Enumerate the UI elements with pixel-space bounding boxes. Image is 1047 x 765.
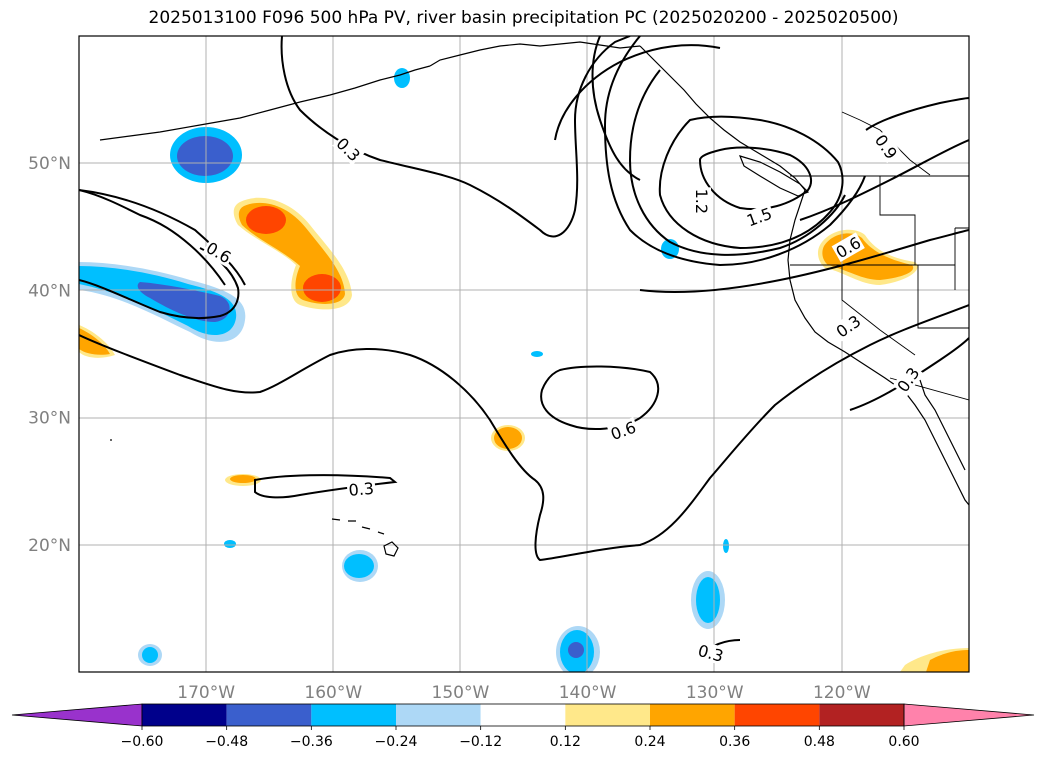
contour-label-bg [870,130,902,164]
lon-tick-label: 120°W [813,683,871,703]
colorbar-bin [142,704,227,726]
plot-area: 0.31.21.50.90.60.30.30.60.60.30.3 [79,36,969,672]
contour-label-bg [693,187,711,216]
lat-tick-label: 50°N [28,154,71,174]
longitude-labels: 170°W 160°W 150°W 140°W 130°W 120°W [177,683,871,703]
colorbar-tick-label: −0.60 [121,734,164,750]
colorbar-tick-label: 0.48 [804,734,835,750]
colorbar-bin [819,704,904,726]
lon-tick-label: 160°W [304,683,362,703]
colorbar-frame [141,703,905,727]
colorbar-tick-label: 0.24 [634,734,665,750]
colorbar-tick-label: −0.36 [290,734,333,750]
colorbar-tick-label: −0.48 [205,734,248,750]
lon-tick-label: 150°W [432,683,490,703]
contour-label-bg [892,362,924,397]
pv-contours [79,36,969,656]
lon-tick-label: 130°W [686,683,744,703]
contour-label-bg [332,132,365,166]
colorbar-bin [734,704,820,726]
colorbar-bin [396,704,481,726]
colorbar-bin [311,704,396,726]
lon-tick-label: 170°W [177,683,235,703]
colorbar-bin [565,704,650,726]
lat-tick-label: 40°N [28,281,71,301]
colorbar-bin [480,704,566,726]
gridlines [79,36,969,672]
colorbar-bin [650,704,735,726]
contour-label-bg [831,310,865,342]
contour-label-bg [606,417,640,444]
colorbar-tick-label: 0.36 [719,734,750,750]
lat-tick-label: 30°N [28,409,71,429]
colorbar-tick-label: −0.12 [459,734,502,750]
map-title: 2025013100 F096 500 hPa PV, river basin … [148,8,899,28]
coastlines [99,41,969,557]
contour-label-bg [202,237,236,268]
colorbar-tick-label: 0.60 [888,734,919,750]
colorbar-extend-max [903,703,1035,727]
colorbar-tick-label: 0.12 [550,734,581,750]
contour-label-bg [346,478,376,500]
contour-label: 1.2 [692,189,711,214]
colorbar-extend-min [11,703,143,727]
lat-tick-label: 20°N [28,536,71,556]
contour-label-bg [742,203,776,230]
plot-frame [78,35,970,673]
colorbar-bin [226,704,312,726]
contour-label-bg [695,640,727,666]
contour-label: 0.3 [348,479,375,500]
contour-labels: 0.31.21.50.90.60.30.30.60.60.30.3 [202,130,923,666]
lon-tick-label: 140°W [559,683,617,703]
colorbar: −0.60 −0.48 −0.36 −0.24 −0.12 0.12 0.24 0.36 0.4… [11,703,1035,750]
colorbar-tick-label: −0.24 [375,734,418,750]
latitude-labels: 20°N 30°N 40°N 50°N [28,154,71,556]
contour-label-bg [831,232,865,262]
